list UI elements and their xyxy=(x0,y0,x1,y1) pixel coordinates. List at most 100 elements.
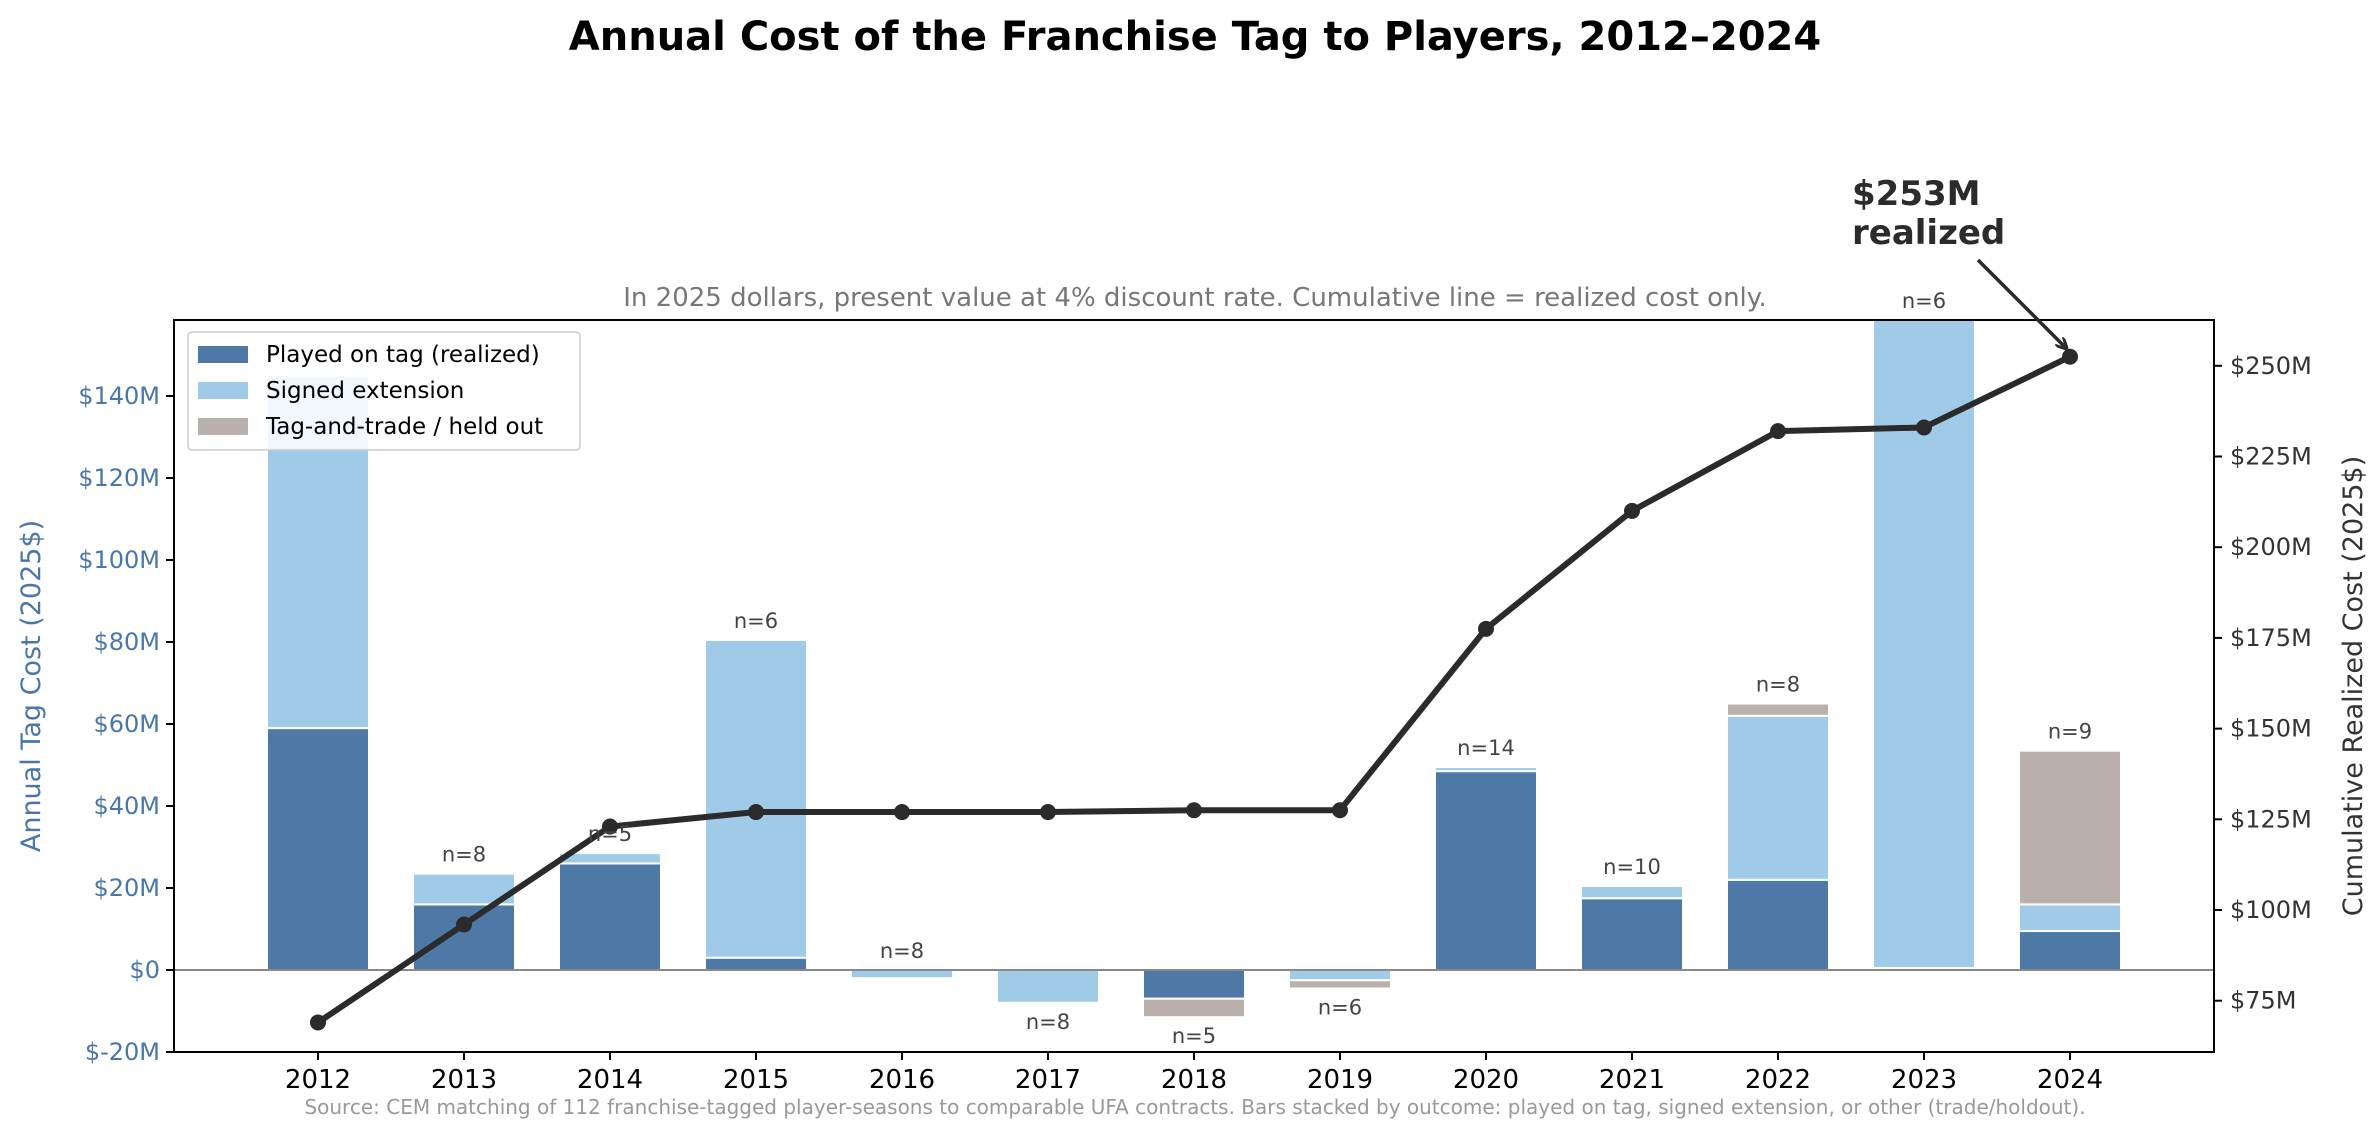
right-tick-label: $175M xyxy=(2230,624,2312,652)
n-label-2018: n=5 xyxy=(1172,1024,1216,1048)
right-tick-label: $75M xyxy=(2230,987,2297,1015)
x-tick-label-2020: 2020 xyxy=(1453,1065,1519,1095)
chart-title: Annual Cost of the Franchise Tag to Play… xyxy=(569,14,1821,60)
x-tick-label-2013: 2013 xyxy=(431,1065,497,1095)
bar-2021-series-1 xyxy=(1580,884,1684,900)
x-tick-label-2015: 2015 xyxy=(723,1065,789,1095)
x-tick-label-2016: 2016 xyxy=(869,1065,935,1095)
left-tick-label: $120M xyxy=(78,464,160,492)
cumulative-point-2021 xyxy=(1624,502,1640,519)
left-tick-label: $-20M xyxy=(85,1038,160,1066)
bar-2024-series-1 xyxy=(2018,903,2122,933)
cumulative-point-2020 xyxy=(1478,620,1494,637)
bar-2013-series-0 xyxy=(412,903,516,972)
n-label-2023: n=6 xyxy=(1902,289,1946,313)
legend-label-1: Signed extension xyxy=(266,378,464,404)
x-tick-label-2023: 2023 xyxy=(1891,1065,1957,1095)
cumulative-point-2022 xyxy=(1770,423,1786,440)
left-axis: $-20M $0 $20M $40M $60M $80M $100M $120M $140M xyxy=(78,382,174,1066)
left-tick-label: $100M xyxy=(78,546,160,574)
legend-label-0: Played on tag (realized) xyxy=(266,342,540,368)
bar-2019-series-1 xyxy=(1288,969,1392,982)
cumulative-point-2015 xyxy=(748,804,764,821)
left-tick-label: $40M xyxy=(93,792,160,820)
cumulative-point-2018 xyxy=(1186,802,1202,819)
n-label-2015: n=6 xyxy=(734,609,778,633)
chart-source: Source: CEM matching of 112 franchise-ta… xyxy=(304,1095,2085,1119)
y-axis-label-left: Annual Tag Cost (2025$) xyxy=(16,520,47,852)
x-tick-label-2018: 2018 xyxy=(1161,1065,1227,1095)
right-axis: $75M $100M $125M $150M $175M $200M $225M $250M xyxy=(2214,352,2312,1015)
n-label-2017: n=8 xyxy=(1026,1010,1070,1034)
bar-2018-series-0 xyxy=(1142,969,1246,1000)
cumulative-point-2023 xyxy=(1916,419,1932,436)
bar-2021-series-0 xyxy=(1580,897,1684,971)
legend: Played on tag (realized) Signed extension… xyxy=(187,331,581,451)
annotation-arrow xyxy=(1976,258,2066,348)
legend-label-2: Tag-and-trade / held out xyxy=(265,414,543,440)
n-label-2022: n=8 xyxy=(1756,673,1800,697)
bar-2023-series-1 xyxy=(1872,319,1976,969)
bar-2014-series-1 xyxy=(558,852,662,865)
x-tick-label-2017: 2017 xyxy=(1015,1065,1081,1095)
x-tick-label-2012: 2012 xyxy=(285,1065,351,1095)
left-tick-label: $60M xyxy=(93,710,160,738)
x-tick-label-2014: 2014 xyxy=(577,1065,643,1095)
x-tick-label-2019: 2019 xyxy=(1307,1065,1373,1095)
bar-2019-series-2 xyxy=(1288,979,1392,990)
right-tick-label: $225M xyxy=(2230,443,2312,471)
bar-2016-series-1 xyxy=(850,969,954,980)
cumulative-point-2016 xyxy=(894,804,910,821)
cumulative-point-2012 xyxy=(310,1014,326,1031)
right-tick-label: $125M xyxy=(2230,805,2312,833)
n-label-2019: n=6 xyxy=(1318,995,1362,1019)
n-label-2024: n=9 xyxy=(2048,720,2092,744)
bar-2024-series-0 xyxy=(2018,930,2122,971)
bar-2022-series-2 xyxy=(1726,702,1830,717)
annotation: $253M realized xyxy=(1852,174,2066,348)
cumulative-line-layer xyxy=(310,348,2078,1031)
n-label-2020: n=14 xyxy=(1457,736,1515,760)
cumulative-point-2017 xyxy=(1040,804,1056,821)
annotation-value: $253M xyxy=(1852,174,1980,214)
x-tick-label-2022: 2022 xyxy=(1745,1065,1811,1095)
bar-2020-series-0 xyxy=(1434,770,1538,972)
legend-swatch-1 xyxy=(198,382,248,399)
x-axis: 2012 2013 2014 2015 2016 2017 2018 2019 2020 2021… xyxy=(285,1052,2103,1095)
legend-box xyxy=(187,331,581,451)
bar-2018-series-2 xyxy=(1142,997,1246,1019)
n-labels-layer: n=8 n=5 n=6 n=8 n=8 n=5 n=6 n=14 n=10 n=8 n=6 n=9 xyxy=(442,289,2092,1048)
y-axis-label-right: Cumulative Realized Cost (2025$) xyxy=(2338,456,2369,916)
left-tick-label: $140M xyxy=(78,382,160,410)
bar-2012-series-0 xyxy=(266,727,370,971)
x-tick-label-2024: 2024 xyxy=(2037,1065,2103,1095)
chart-subtitle: In 2025 dollars, present value at 4% dis… xyxy=(623,283,1766,313)
bar-2015-series-1 xyxy=(704,638,808,959)
right-tick-label: $250M xyxy=(2230,352,2312,380)
right-tick-label: $150M xyxy=(2230,715,2312,743)
n-label-2013: n=8 xyxy=(442,843,486,867)
right-tick-label: $100M xyxy=(2230,896,2312,924)
bar-2020-series-1 xyxy=(1434,766,1538,773)
left-tick-label: $20M xyxy=(93,874,160,902)
bar-2015-series-0 xyxy=(704,956,808,972)
bar-2024-series-2 xyxy=(2018,749,2122,906)
bar-2022-series-0 xyxy=(1726,878,1830,971)
legend-swatch-2 xyxy=(198,418,248,435)
cumulative-point-2013 xyxy=(456,916,472,933)
cumulative-point-2024 xyxy=(2062,348,2078,365)
left-tick-label: $80M xyxy=(93,628,160,656)
cumulative-point-2014 xyxy=(602,818,618,835)
right-tick-label: $200M xyxy=(2230,533,2312,561)
n-label-2021: n=10 xyxy=(1603,855,1661,879)
n-label-2014: n=5 xyxy=(588,822,632,846)
left-tick-label: $0 xyxy=(129,956,160,984)
bar-2014-series-0 xyxy=(558,862,662,972)
cumulative-point-2019 xyxy=(1332,802,1348,819)
bar-2017-series-1 xyxy=(996,969,1100,1004)
legend-swatch-0 xyxy=(198,346,248,363)
bar-2022-series-1 xyxy=(1726,714,1830,881)
annotation-label: realized xyxy=(1852,213,2005,253)
x-tick-label-2021: 2021 xyxy=(1599,1065,1665,1095)
